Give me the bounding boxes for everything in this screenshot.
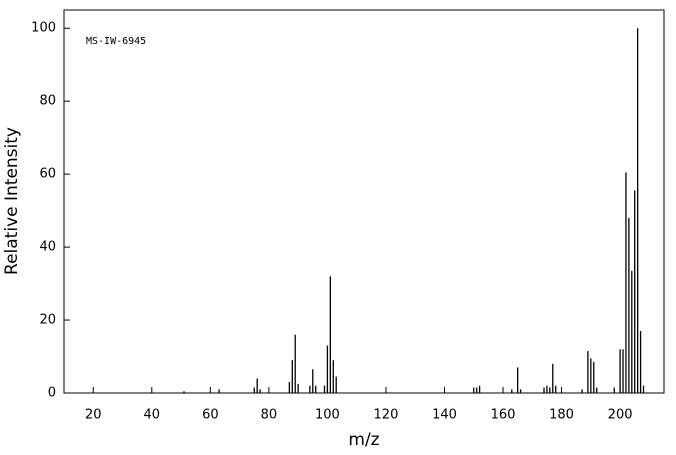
y-axis-label: Relative Intensity bbox=[2, 127, 22, 275]
x-tick-label: 20 bbox=[85, 408, 102, 423]
x-tick-label: 80 bbox=[261, 408, 278, 423]
x-tick-label: 140 bbox=[432, 408, 457, 423]
x-tick-label: 100 bbox=[315, 408, 340, 423]
x-tick-label: 40 bbox=[144, 408, 161, 423]
x-tick-label: 60 bbox=[202, 408, 219, 423]
y-tick-label: 20 bbox=[39, 313, 56, 328]
x-tick-label: 200 bbox=[608, 408, 633, 423]
x-tick-label: 120 bbox=[374, 408, 399, 423]
plot-frame bbox=[63, 9, 665, 394]
y-tick-label: 60 bbox=[39, 167, 56, 182]
x-tick-label: 180 bbox=[549, 408, 574, 423]
y-tick-label: 0 bbox=[48, 386, 56, 401]
x-tick-label: 160 bbox=[491, 408, 516, 423]
annotation: MS-IW-6945 bbox=[86, 36, 146, 47]
y-tick-label: 40 bbox=[39, 240, 56, 255]
y-tick-label: 100 bbox=[31, 21, 56, 36]
x-axis-label: m/z bbox=[348, 430, 379, 450]
y-tick-label: 80 bbox=[39, 94, 56, 109]
